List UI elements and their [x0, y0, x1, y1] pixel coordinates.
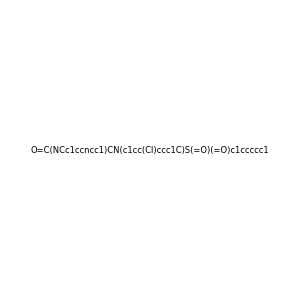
Text: O=C(NCc1ccncc1)CN(c1cc(Cl)ccc1C)S(=O)(=O)c1ccccc1: O=C(NCc1ccncc1)CN(c1cc(Cl)ccc1C)S(=O)(=O…	[31, 146, 269, 154]
